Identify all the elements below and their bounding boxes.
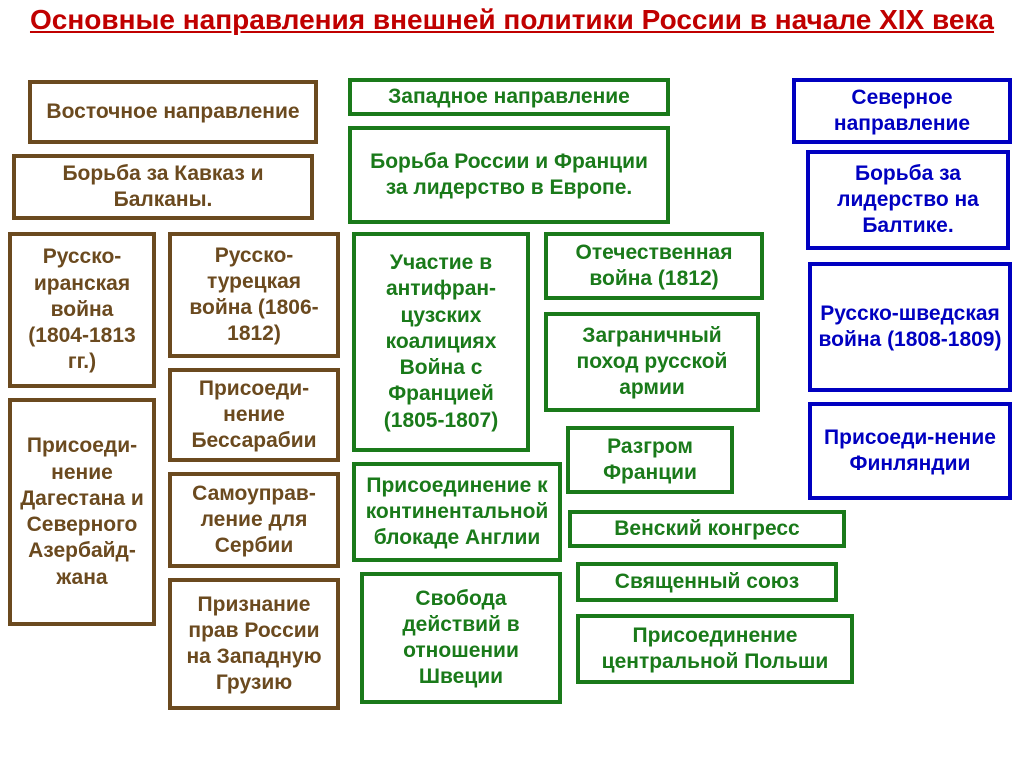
box-east-turk: Русско-турецкая война (1806-1812) — [168, 232, 340, 358]
box-north-baltic: Борьба за лидерство на Балтике. — [806, 150, 1010, 250]
page-title: Основные направления внешней политики Ро… — [0, 0, 1024, 38]
box-west-defeat: Разгром Франции — [566, 426, 734, 494]
box-north-header: Северное направление — [792, 78, 1012, 144]
box-west-holy: Священный союз — [576, 562, 838, 602]
box-east-bess: Присоеди-нение Бессарабии — [168, 368, 340, 462]
box-west-poland: Присоединение центральной Польши — [576, 614, 854, 684]
box-west-1812: Отечественная война (1812) — [544, 232, 764, 300]
box-north-finland: Присоеди-нение Финляндии — [808, 402, 1012, 500]
box-west-struggle: Борьба России и Франции за лидерство в Е… — [348, 126, 670, 224]
box-east-header: Восточное направление — [28, 80, 318, 144]
box-east-struggle: Борьба за Кавказ и Балканы. — [12, 154, 314, 220]
box-west-campaign: Заграничный поход русской армии — [544, 312, 760, 412]
box-west-header: Западное направление — [348, 78, 670, 116]
box-north-swedwar: Русско-шведская война (1808-1809) — [808, 262, 1012, 392]
box-east-iran: Русско-иранская война (1804-1813 гг.) — [8, 232, 156, 388]
box-east-serbia: Самоуправ-ление для Сербии — [168, 472, 340, 568]
box-east-georgia: Признание прав России на Западную Грузию — [168, 578, 340, 710]
box-west-coalit: Участие в антифран-цузских коалициях Вой… — [352, 232, 530, 452]
box-west-blockade: Присоединение к континентальной блокаде … — [352, 462, 562, 562]
box-west-sweden: Свобода действий в отношении Швеции — [360, 572, 562, 704]
box-east-dagestan: Присоеди-нение Дагестана и Северного Азе… — [8, 398, 156, 626]
box-west-vienna: Венский конгресс — [568, 510, 846, 548]
